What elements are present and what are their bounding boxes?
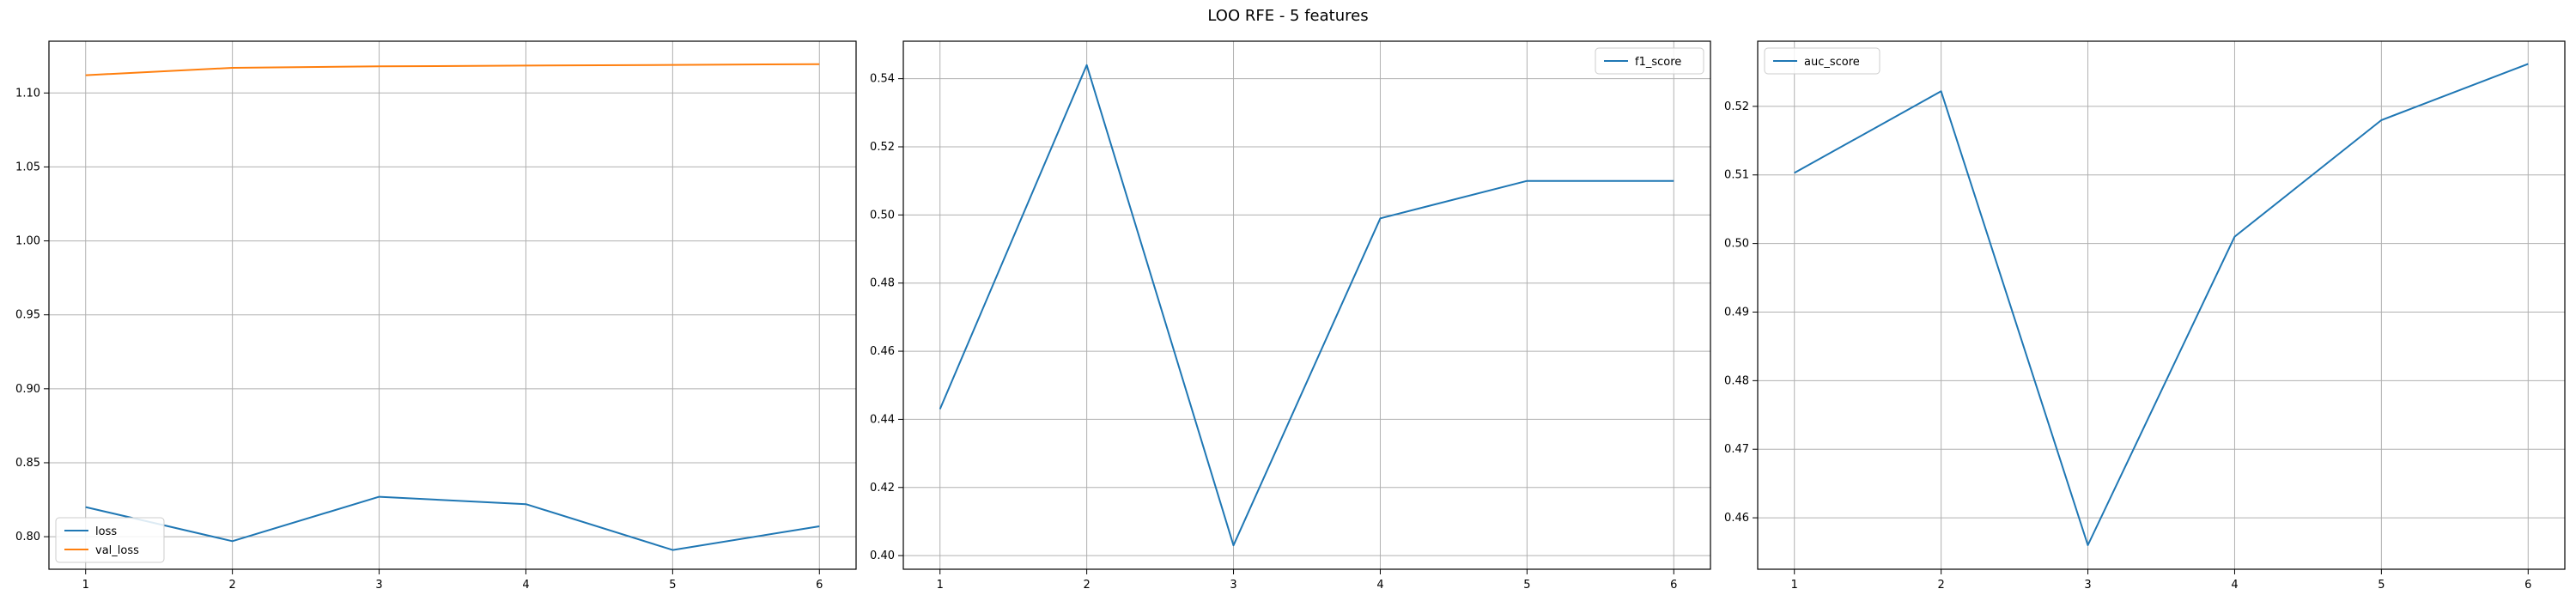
legend-label: f1_score — [1635, 56, 1681, 69]
legend-label: auc_score — [1804, 56, 1860, 69]
y-tick-label: 0.51 — [1724, 169, 1749, 182]
y-tick-label: 0.85 — [15, 457, 40, 470]
y-tick-label: 0.49 — [1724, 306, 1749, 319]
x-tick-label: 1 — [1791, 579, 1798, 592]
y-tick-label: 0.50 — [1724, 238, 1749, 251]
series-line-loss — [85, 495, 820, 551]
y-tick-label: 0.48 — [1724, 374, 1749, 387]
series-line-auc_score — [1794, 63, 2529, 546]
y-tick-label: 0.50 — [870, 209, 895, 222]
figure-title: LOO RFE - 5 features — [1207, 7, 1369, 25]
x-tick-label: 2 — [1083, 579, 1090, 592]
legend-box — [1595, 47, 1704, 75]
x-tick-label: 3 — [375, 579, 382, 592]
legend-label: loss — [95, 525, 117, 538]
x-tick-label: 5 — [669, 579, 676, 592]
x-tick-label: 2 — [228, 579, 235, 592]
legend-label: val_loss — [95, 544, 139, 557]
axes-frame — [1757, 40, 2566, 570]
y-tick-label: 1.05 — [15, 161, 40, 173]
y-tick-label: 1.10 — [15, 87, 40, 100]
y-tick-label: 0.48 — [870, 277, 895, 290]
x-tick-label: 4 — [1376, 579, 1383, 592]
y-tick-label: 0.52 — [870, 141, 895, 154]
series-line-val_loss — [85, 63, 820, 76]
x-tick-label: 4 — [522, 579, 529, 592]
series-line-f1_score — [939, 64, 1674, 547]
y-tick-label: 1.00 — [15, 235, 40, 248]
y-tick-label: 0.44 — [870, 413, 895, 426]
x-tick-label: 5 — [1523, 579, 1530, 592]
x-tick-label: 3 — [2084, 579, 2091, 592]
y-tick-label: 0.52 — [1724, 100, 1749, 113]
chart-panel-1: 1 2 3 4 5 6 0.80 0.85 0.90 0.95 1.00 1.05 1.10 loss va… — [15, 40, 857, 592]
x-tick-label: 6 — [1670, 579, 1677, 592]
axes-frame — [48, 40, 857, 570]
legend-box — [1764, 47, 1880, 75]
x-tick-label: 6 — [2524, 579, 2531, 592]
x-tick-label: 1 — [82, 579, 89, 592]
y-tick-label: 0.47 — [1724, 443, 1749, 456]
y-tick-label: 0.40 — [870, 549, 895, 562]
y-tick-label: 0.46 — [870, 345, 895, 358]
legend: auc_score — [1764, 47, 1880, 75]
x-tick-label: 3 — [1230, 579, 1236, 592]
y-tick-label: 0.46 — [1724, 512, 1749, 525]
axes-frame — [902, 40, 1711, 570]
y-tick-label: 0.95 — [15, 309, 40, 322]
x-tick-label: 6 — [816, 579, 823, 592]
y-tick-label: 0.80 — [15, 531, 40, 543]
y-tick-label: 0.42 — [870, 482, 895, 495]
chart-panel-2: 1 2 3 4 5 6 0.40 0.42 0.44 0.46 0.48 0.50 0.52 0.54 f1… — [870, 40, 1711, 592]
y-tick-label: 0.54 — [870, 73, 895, 86]
x-tick-label: 4 — [2231, 579, 2238, 592]
legend-box — [55, 517, 165, 563]
chart-panel-3: 1 2 3 4 5 6 0.46 0.47 0.48 0.49 0.50 0.51 0.52 auc_sc… — [1724, 40, 2566, 592]
x-tick-label: 2 — [1937, 579, 1944, 592]
x-tick-label: 5 — [2378, 579, 2385, 592]
x-tick-label: 1 — [937, 579, 944, 592]
legend: f1_score — [1595, 47, 1704, 75]
y-tick-label: 0.90 — [15, 383, 40, 396]
legend: loss val_loss — [55, 517, 165, 563]
